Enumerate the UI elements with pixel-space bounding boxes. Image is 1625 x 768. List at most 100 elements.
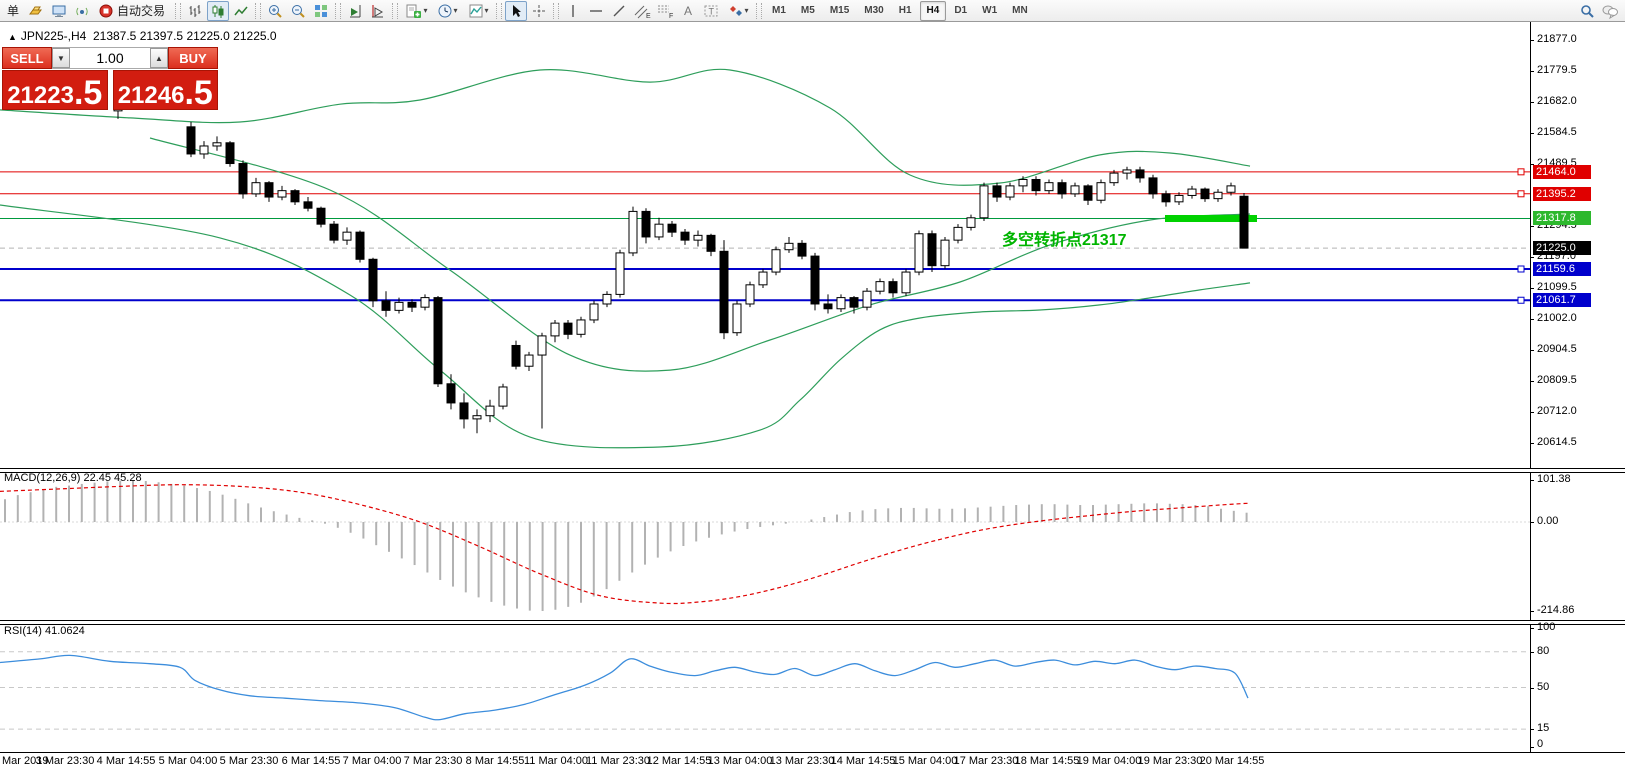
candle-bear	[1148, 177, 1158, 195]
time-axis-label[interactable]: 13 Mar 04:00	[707, 755, 773, 767]
timeframe-clock-icon[interactable]: ▾	[432, 1, 462, 21]
rsi-pane-separator[interactable]	[0, 620, 1625, 625]
candle-bull	[251, 182, 261, 195]
time-axis-label[interactable]: 14 Mar 14:55	[830, 755, 896, 767]
price-tick	[1530, 133, 1534, 134]
volume-value[interactable]: 1.00	[96, 50, 124, 66]
time-axis-label[interactable]: 19 Mar 04:00	[1076, 755, 1142, 767]
zoom-in-icon[interactable]	[264, 1, 286, 21]
rsi-pane[interactable]	[0, 624, 1530, 752]
pivot-annotation[interactable]: 多空转折点21317	[1002, 232, 1127, 249]
candle-bear	[667, 223, 677, 233]
volume-up-button[interactable]: ▲	[150, 48, 168, 68]
timeframe-d1[interactable]: D1	[954, 5, 968, 16]
zoom-out-icon[interactable]	[287, 1, 309, 21]
time-axis-label[interactable]: 3 Mar 23:30	[35, 755, 95, 767]
time-axis-label[interactable]: 18 Mar 14:55	[1014, 755, 1080, 767]
main-chart-pane[interactable]	[0, 22, 1530, 468]
chart-area[interactable]	[0, 22, 1625, 768]
rsi-label: RSI(14) 41.0624	[4, 625, 85, 637]
macd-pane-separator[interactable]	[0, 468, 1625, 473]
time-axis-label[interactable]: Mar 2019	[2, 755, 49, 767]
time-axis-label[interactable]: 6 Mar 14:55	[281, 755, 341, 767]
timeframe-mn[interactable]: MN	[1012, 5, 1028, 16]
tile-windows-icon[interactable]	[310, 1, 332, 21]
timeframe-m5[interactable]: M5	[800, 5, 815, 16]
sell-quote[interactable]: 21223 .5	[2, 70, 108, 110]
bar-chart-icon[interactable]	[184, 1, 206, 21]
price-axis-label: 21099.5	[1537, 281, 1577, 293]
ohlc-low: 21225.0	[186, 29, 230, 43]
time-axis-label[interactable]: 5 Mar 23:30	[219, 755, 279, 767]
horizontal-line-tool-icon[interactable]	[585, 1, 607, 21]
candle-bull	[953, 226, 963, 241]
auto-scroll-icon[interactable]	[344, 1, 366, 21]
terminal-icon[interactable]	[48, 1, 70, 21]
buy-quote[interactable]: 21246 .5	[112, 70, 218, 110]
candle-bear	[1031, 178, 1041, 192]
text-label-tool-icon[interactable]: T	[700, 1, 722, 21]
candle-bear	[1057, 182, 1067, 195]
time-axis-label[interactable]: 15 Mar 04:00	[892, 755, 958, 767]
timeframe-m1[interactable]: M1	[772, 5, 786, 16]
vertical-line-tool-icon[interactable]	[562, 1, 584, 21]
timeframe-m15[interactable]: M15	[829, 5, 850, 16]
crosshair-icon[interactable]	[528, 1, 550, 21]
trendline-tool-icon[interactable]	[608, 1, 630, 21]
volume-down-button[interactable]: ▼	[52, 48, 70, 68]
candle-bull	[602, 293, 612, 305]
timeframe-w1[interactable]: W1	[982, 5, 998, 16]
equidistant-channel-tool-icon[interactable]: E	[631, 1, 653, 21]
buy-button[interactable]: BUY	[168, 47, 218, 69]
time-axis-label[interactable]: 4 Mar 14:55	[96, 755, 156, 767]
gold-bar-icon[interactable]	[25, 1, 47, 21]
candle-bull	[693, 234, 703, 241]
line-chart-icon[interactable]	[230, 1, 252, 21]
macd-axis-label: -214.86	[1537, 604, 1575, 616]
level-marker	[1517, 168, 1525, 176]
time-axis-label[interactable]: 5 Mar 04:00	[158, 755, 218, 767]
time-axis-label[interactable]: 13 Mar 23:30	[769, 755, 835, 767]
text-tool-icon[interactable]: A	[677, 1, 699, 21]
candle-bull	[1044, 182, 1054, 192]
timeframe-h1[interactable]: H1	[898, 5, 912, 16]
time-axis-label[interactable]: 11 Mar 04:00	[523, 755, 589, 767]
sell-button[interactable]: SELL	[2, 47, 52, 69]
candle-bull	[498, 386, 508, 407]
toolbar-grip	[496, 2, 503, 19]
time-axis-label[interactable]: 7 Mar 23:30	[403, 755, 463, 767]
time-axis-label[interactable]: 17 Mar 23:30	[953, 755, 1019, 767]
macd-pane[interactable]	[0, 472, 1530, 620]
cursor-icon[interactable]	[505, 0, 528, 21]
rsi-tick	[1530, 747, 1534, 748]
arrows-tool-icon[interactable]: ▾	[723, 1, 753, 21]
auto-trading-button[interactable]: 自动交易	[94, 1, 172, 21]
candle-bull	[472, 415, 482, 420]
fibonacci-tool-icon[interactable]: F	[654, 1, 676, 21]
timeframe-h4[interactable]: H4	[919, 0, 947, 21]
chart-shift-icon[interactable]	[367, 1, 389, 21]
candle-bear	[992, 185, 1002, 198]
timeframe-m30[interactable]: M30	[864, 5, 884, 16]
search-icon[interactable]	[1576, 1, 1598, 21]
new-order-icon[interactable]: ▾	[401, 1, 431, 21]
macd-axis-label: 101.38	[1537, 473, 1571, 485]
candle-bear	[641, 210, 651, 238]
time-axis-label[interactable]: 7 Mar 04:00	[342, 755, 402, 767]
macd-signal-line	[0, 484, 1249, 605]
candlestick-chart-icon[interactable]	[207, 0, 230, 21]
candle-bear	[1239, 195, 1249, 249]
time-axis-label[interactable]: 11 Mar 23:30	[585, 755, 651, 767]
pivot-highlight-segment[interactable]	[1165, 214, 1257, 222]
menu-button[interactable]: 单	[2, 1, 24, 21]
svg-text:T: T	[709, 6, 715, 16]
chat-icon[interactable]	[1599, 1, 1621, 21]
time-axis-label[interactable]: 19 Mar 23:30	[1137, 755, 1203, 767]
time-axis-label[interactable]: 20 Mar 14:55	[1199, 755, 1265, 767]
time-axis-label[interactable]: 8 Mar 14:55	[465, 755, 525, 767]
indicators-icon[interactable]: ▾	[463, 1, 493, 21]
level-price-label: 21395.2	[1533, 187, 1591, 201]
dropdown-caret: ▾	[453, 6, 458, 15]
time-axis-label[interactable]: 12 Mar 14:55	[646, 755, 712, 767]
signal-icon[interactable]	[71, 1, 93, 21]
